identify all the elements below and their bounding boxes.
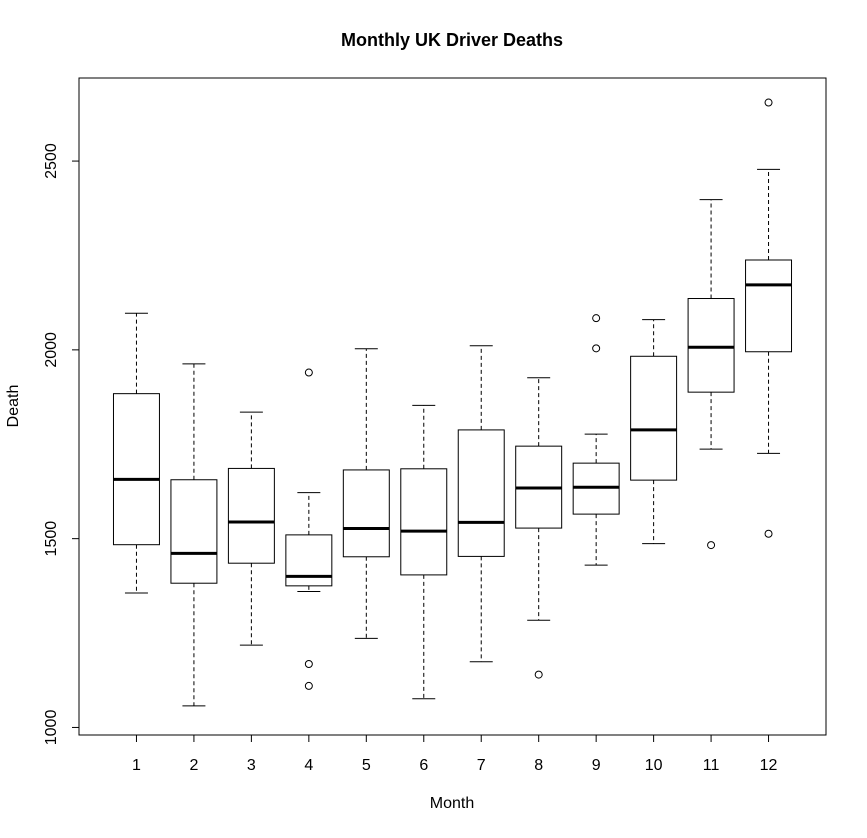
- box-5: [342, 348, 390, 639]
- box-9: [572, 314, 620, 566]
- box-7: [457, 345, 505, 663]
- x-tick-label: 4: [304, 757, 313, 774]
- outlier-point: [304, 660, 313, 669]
- iqr-box: [170, 479, 218, 584]
- x-tick-label: 9: [592, 757, 601, 774]
- x-tick-label: 10: [645, 757, 663, 774]
- box-11: [687, 199, 735, 550]
- box-10: [630, 319, 678, 545]
- outlier-point: [304, 681, 313, 690]
- x-tick-label: 1: [132, 757, 141, 774]
- iqr-box: [630, 355, 678, 481]
- outlier-point: [304, 368, 313, 377]
- x-tick-label: 6: [419, 757, 428, 774]
- box-8: [515, 377, 563, 679]
- y-axis-label: Death: [5, 385, 22, 428]
- y-tick-label: 1000: [43, 710, 60, 746]
- box-4: [285, 368, 333, 690]
- x-tick-label: 2: [189, 757, 198, 774]
- x-tick-label: 7: [477, 757, 486, 774]
- x-tick-label: 11: [703, 757, 720, 774]
- y-tick-label: 2000: [43, 332, 60, 368]
- iqr-box: [227, 467, 275, 564]
- x-tick-label: 3: [247, 757, 256, 774]
- x-tick-label: 8: [534, 757, 543, 774]
- plot-frame: [78, 77, 827, 736]
- x-axis-label: Month: [430, 795, 474, 812]
- outlier-point: [764, 529, 773, 538]
- y-tick-label: 2500: [43, 143, 60, 179]
- box-6: [400, 404, 448, 700]
- iqr-box: [400, 468, 448, 576]
- iqr-box: [285, 534, 333, 587]
- iqr-box: [342, 469, 390, 558]
- box-1: [112, 312, 160, 594]
- y-tick-label: 1500: [43, 521, 60, 557]
- x-tick-label: 12: [760, 757, 778, 774]
- outlier-point: [764, 98, 773, 107]
- chart-title: Monthly UK Driver Deaths: [341, 30, 563, 50]
- outlier-point: [592, 344, 601, 353]
- outlier-point: [592, 314, 601, 323]
- iqr-box: [112, 393, 160, 546]
- box-12: [745, 98, 793, 538]
- iqr-box: [457, 429, 505, 557]
- box-2: [170, 363, 218, 707]
- iqr-box: [745, 259, 793, 353]
- outlier-point: [534, 670, 543, 679]
- outlier-point: [707, 541, 716, 550]
- iqr-box: [687, 298, 735, 393]
- x-tick-label: 5: [362, 757, 371, 774]
- box-3: [227, 411, 275, 646]
- boxes-layer: [112, 98, 793, 707]
